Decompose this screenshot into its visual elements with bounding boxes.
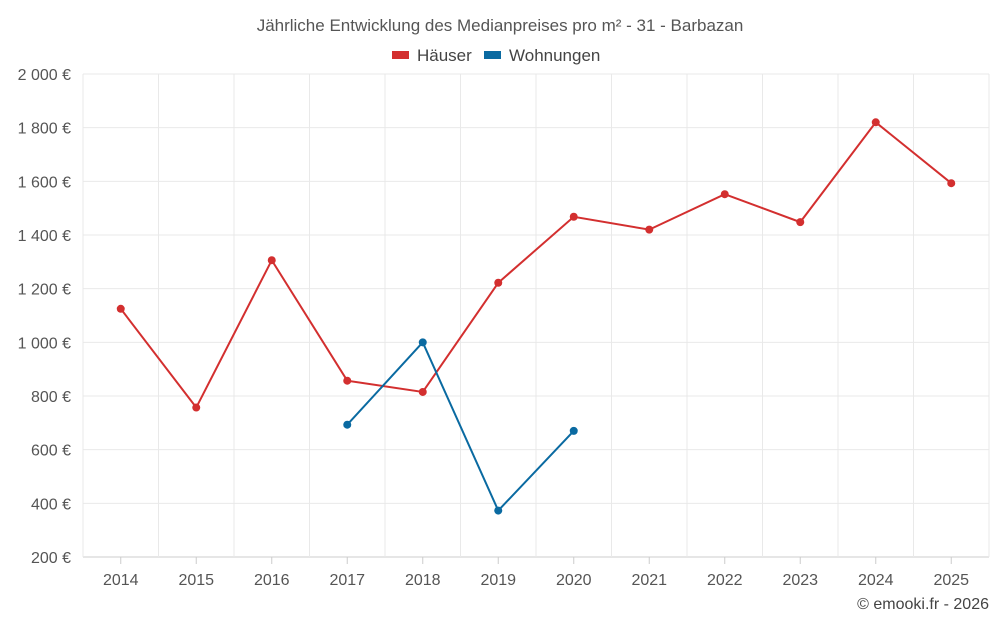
series [116,118,956,515]
y-axis-ticks: 200 € 400 € 600 € 800 € 1 000 € 1 200 € 1 400 … [18,67,71,567]
x-tick-label: 2021 [631,572,667,589]
data-point-haeuser[interactable] [343,376,352,385]
y-tick-label: 1 800 € [18,121,71,138]
data-point-wohnungen[interactable] [494,506,503,515]
x-tick-label: 2017 [329,572,365,589]
y-tick-label: 1 400 € [18,228,71,245]
legend-label-haeuser: Häuser [417,46,472,65]
data-point-haeuser[interactable] [947,179,956,188]
y-tick-label: 600 € [31,443,71,460]
y-tick-label: 1 000 € [18,335,71,352]
grid [82,73,990,564]
data-point-haeuser[interactable] [267,256,276,265]
y-tick-label: 1 600 € [18,174,71,191]
series-haeuser [116,118,956,412]
y-tick-label: 400 € [31,496,71,513]
credit-text: © emooki.fr - 2026 [857,596,989,613]
data-point-wohnungen[interactable] [343,420,352,429]
x-tick-label: 2019 [480,572,516,589]
data-point-wohnungen[interactable] [418,338,427,347]
x-tick-label: 2016 [254,572,290,589]
y-tick-label: 200 € [31,550,71,567]
legend-swatch-haeuser [392,51,409,59]
y-tick-label: 800 € [31,389,71,406]
x-tick-label: 2022 [707,572,743,589]
data-point-haeuser[interactable] [796,218,805,227]
data-point-haeuser[interactable] [192,403,201,412]
legend-swatch-wohnungen [484,51,501,59]
data-point-haeuser[interactable] [116,304,125,313]
series-wohnungen [343,338,578,515]
data-point-haeuser[interactable] [569,212,578,221]
series-line-haeuser [119,120,952,410]
x-tick-label: 2023 [782,572,818,589]
x-axis-ticks: 2014 2015 2016 2017 2018 2019 2020 2021 2022 2023… [103,572,969,589]
chart-title: Jährliche Entwicklung des Medianpreises … [257,16,744,35]
legend: Häuser Wohnungen [392,46,600,65]
data-point-haeuser[interactable] [645,225,654,234]
legend-label-wohnungen: Wohnungen [509,46,600,65]
legend-item-wohnungen[interactable]: Wohnungen [484,46,600,65]
data-point-haeuser[interactable] [494,278,503,287]
y-tick-label: 1 200 € [18,282,71,299]
x-tick-label: 2020 [556,572,592,589]
data-point-haeuser[interactable] [871,118,880,127]
x-tick-label: 2014 [103,572,139,589]
x-tick-label: 2015 [178,572,214,589]
x-tick-label: 2024 [858,572,894,589]
x-tick-label: 2025 [933,572,969,589]
series-line-wohnungen [346,340,575,513]
x-tick-label: 2018 [405,572,441,589]
y-tick-label: 2 000 € [18,67,71,84]
data-point-haeuser[interactable] [418,387,427,396]
legend-item-haeuser[interactable]: Häuser [392,46,472,65]
data-point-haeuser[interactable] [720,190,729,199]
data-point-wohnungen[interactable] [569,426,578,435]
